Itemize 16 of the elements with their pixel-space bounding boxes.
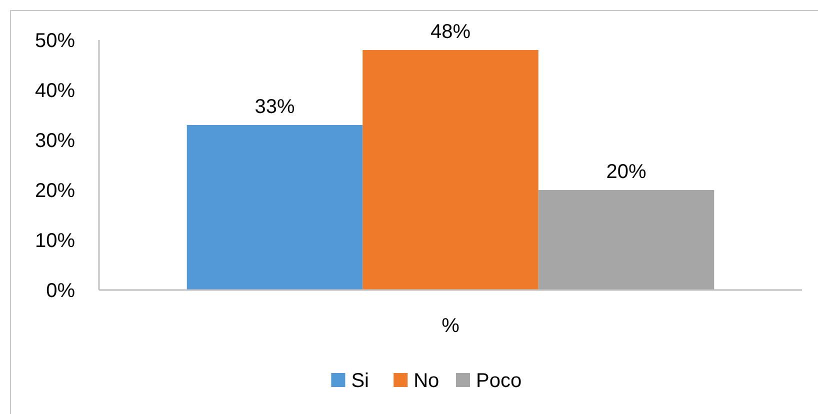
y-tick-label: 10% (34, 230, 76, 252)
y-tick-label: 0% (46, 280, 76, 302)
y-tick-label: 50% (34, 30, 76, 52)
legend-label: No (414, 370, 440, 392)
bar (538, 190, 714, 290)
legend-label: Poco (476, 370, 522, 392)
bar (186, 125, 363, 290)
bar (362, 50, 538, 290)
data-label: 20% (606, 161, 646, 183)
y-tick-label: 20% (34, 180, 76, 202)
x-tick-label: % (442, 315, 460, 337)
data-label: 33% (254, 96, 295, 118)
data-label: 48% (430, 21, 471, 43)
legend-label: Si (351, 370, 369, 392)
y-tick-label: 30% (34, 130, 76, 152)
y-tick-label: 40% (34, 80, 76, 102)
